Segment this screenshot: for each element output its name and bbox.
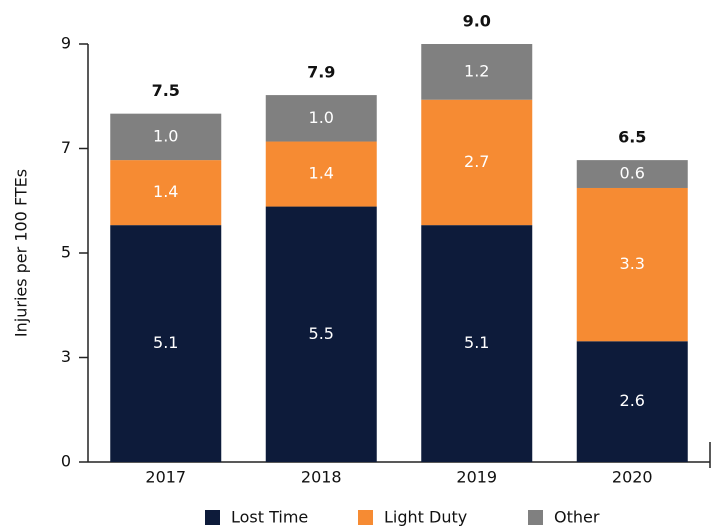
bar-segment bbox=[265, 141, 377, 207]
x-tick-label: 2017 bbox=[145, 468, 186, 487]
segment-label: 1.4 bbox=[153, 182, 178, 201]
total-label: 9.0 bbox=[463, 12, 491, 31]
legend-label: Lost Time bbox=[231, 508, 308, 527]
bar-segment bbox=[576, 160, 688, 188]
bar-segment bbox=[421, 225, 533, 462]
segment-label: 2.6 bbox=[620, 391, 645, 410]
segment-label: 5.1 bbox=[464, 333, 489, 352]
total-label: 7.5 bbox=[152, 81, 180, 100]
bar-segment bbox=[265, 95, 377, 142]
y-axis-label: Injuries per 100 FTEs bbox=[12, 169, 31, 337]
bar-segment bbox=[110, 160, 222, 226]
bar-segment bbox=[421, 99, 533, 226]
segment-label: 0.6 bbox=[620, 164, 645, 183]
bar-segment bbox=[265, 206, 377, 462]
total-label: 7.9 bbox=[307, 63, 335, 82]
y-tick-label: 7 bbox=[61, 138, 71, 157]
segment-label: 1.4 bbox=[309, 164, 334, 183]
y-tick-label: 5 bbox=[61, 243, 71, 262]
legend-label: Light Duty bbox=[384, 508, 467, 527]
segment-label: 5.1 bbox=[153, 333, 178, 352]
bar-segment bbox=[576, 341, 688, 462]
bar-segment bbox=[110, 225, 222, 462]
segment-label: 1.0 bbox=[153, 126, 178, 145]
total-label: 6.5 bbox=[618, 128, 646, 147]
bar-segment bbox=[110, 113, 222, 161]
y-tick-label: 3 bbox=[61, 347, 71, 366]
legend-swatch bbox=[528, 510, 543, 525]
bar-segment bbox=[421, 44, 533, 100]
segment-label: 5.5 bbox=[309, 324, 334, 343]
y-tick-label: 9 bbox=[61, 34, 71, 53]
x-tick-label: 2018 bbox=[301, 468, 342, 487]
legend-label: Other bbox=[554, 508, 600, 527]
segment-label: 1.0 bbox=[309, 108, 334, 127]
legend-swatch bbox=[205, 510, 220, 525]
x-tick-label: 2019 bbox=[456, 468, 497, 487]
y-tick-label: 0 bbox=[61, 452, 71, 471]
segment-label: 2.7 bbox=[464, 152, 489, 171]
legend-swatch bbox=[358, 510, 373, 525]
segment-label: 1.2 bbox=[464, 61, 489, 80]
x-tick-label: 2020 bbox=[612, 468, 653, 487]
segment-label: 3.3 bbox=[620, 254, 645, 273]
bar-segment bbox=[576, 187, 688, 342]
